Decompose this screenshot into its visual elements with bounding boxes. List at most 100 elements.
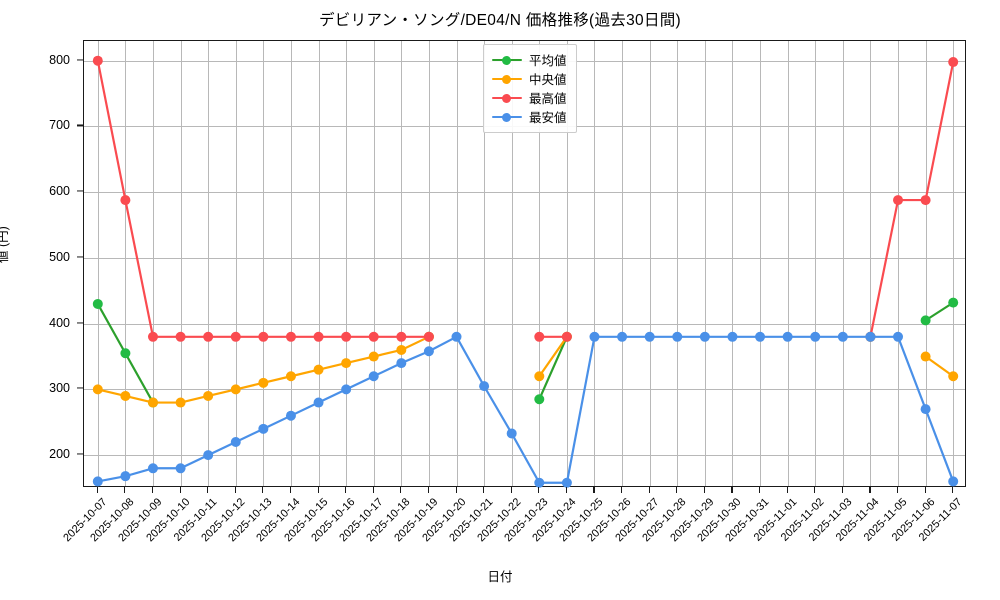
data-point bbox=[810, 331, 821, 342]
legend-line-swatch bbox=[492, 92, 522, 104]
data-point bbox=[92, 298, 103, 309]
data-point bbox=[120, 471, 131, 482]
x-tick-mark bbox=[593, 487, 595, 493]
data-point bbox=[534, 477, 545, 488]
data-point bbox=[755, 331, 766, 342]
x-tick-mark bbox=[924, 487, 926, 493]
x-tick-mark bbox=[510, 487, 512, 493]
x-tick-mark bbox=[703, 487, 705, 493]
data-point bbox=[893, 195, 904, 206]
data-series-layer bbox=[92, 55, 959, 488]
data-point bbox=[120, 348, 131, 359]
legend-label: 最高値 bbox=[529, 92, 567, 106]
y-tick-mark bbox=[77, 322, 83, 324]
data-point bbox=[120, 390, 131, 401]
x-tick-mark bbox=[317, 487, 319, 493]
data-point bbox=[396, 344, 407, 355]
series-line bbox=[96, 335, 955, 484]
x-tick-mark bbox=[234, 487, 236, 493]
data-point bbox=[258, 423, 269, 434]
x-tick-mark bbox=[345, 487, 347, 493]
data-point bbox=[644, 331, 655, 342]
data-point bbox=[920, 195, 931, 206]
x-tick-mark bbox=[897, 487, 899, 493]
x-tick-mark bbox=[759, 487, 761, 493]
legend-line-swatch bbox=[492, 54, 522, 66]
data-point bbox=[920, 315, 931, 326]
x-tick-mark bbox=[565, 487, 567, 493]
data-point bbox=[534, 331, 545, 342]
data-point bbox=[423, 346, 434, 357]
data-point bbox=[699, 331, 710, 342]
data-point bbox=[285, 371, 296, 382]
x-tick-mark bbox=[952, 487, 954, 493]
data-point bbox=[230, 384, 241, 395]
legend-label: 最安値 bbox=[529, 111, 567, 125]
chart-legend: 平均値 中央値最高値最安値 bbox=[483, 44, 577, 133]
data-point bbox=[341, 384, 352, 395]
data-point bbox=[147, 397, 158, 408]
data-point bbox=[865, 331, 876, 342]
data-point bbox=[341, 331, 352, 342]
y-tick-mark bbox=[77, 256, 83, 258]
series-平均値 bbox=[92, 297, 959, 408]
x-axis-label: 日付 bbox=[487, 570, 513, 584]
data-point bbox=[837, 331, 848, 342]
data-point bbox=[948, 57, 959, 68]
legend-item-中央値[interactable]: 中央値 bbox=[492, 69, 567, 88]
x-tick-mark bbox=[676, 487, 678, 493]
y-axis: 200 300 400 500 600 700 800 bbox=[0, 40, 83, 487]
data-point bbox=[258, 377, 269, 388]
x-tick-mark bbox=[731, 487, 733, 493]
legend-item-最高値[interactable]: 最高値 bbox=[492, 88, 567, 107]
series-line bbox=[538, 335, 568, 401]
y-tick-label: 200 bbox=[49, 447, 70, 462]
series-line bbox=[538, 335, 568, 378]
legend-item-平均値[interactable]: 平均値 bbox=[492, 50, 567, 69]
y-tick-mark bbox=[77, 453, 83, 455]
y-tick-label: 300 bbox=[49, 381, 70, 396]
data-point bbox=[368, 351, 379, 362]
data-point bbox=[230, 436, 241, 447]
data-point bbox=[230, 331, 241, 342]
x-tick-mark bbox=[179, 487, 181, 493]
data-point bbox=[948, 371, 959, 382]
x-tick-mark bbox=[96, 487, 98, 493]
data-point bbox=[948, 297, 959, 308]
x-tick-mark bbox=[207, 487, 209, 493]
legend-item-最安値[interactable]: 最安値 bbox=[492, 107, 567, 126]
series-line bbox=[869, 60, 955, 338]
data-point bbox=[92, 384, 103, 395]
legend-line-swatch bbox=[492, 73, 522, 85]
x-axis: 2025-10-07 2025-10-08 2025-10-09 2025-10-10… bbox=[61, 487, 966, 577]
x-tick-mark bbox=[124, 487, 126, 493]
y-axis-label: 値 (円) bbox=[0, 226, 10, 263]
data-point bbox=[258, 331, 269, 342]
x-tick-mark bbox=[648, 487, 650, 493]
x-tick-mark bbox=[427, 487, 429, 493]
data-point bbox=[561, 477, 572, 488]
data-point bbox=[147, 331, 158, 342]
data-point bbox=[368, 371, 379, 382]
legend-line-swatch bbox=[492, 111, 522, 123]
series-最安値 bbox=[92, 331, 959, 488]
data-point bbox=[203, 450, 214, 461]
data-point bbox=[285, 331, 296, 342]
data-point bbox=[175, 463, 186, 474]
x-tick-mark bbox=[538, 487, 540, 493]
data-point bbox=[948, 476, 959, 487]
x-tick-mark bbox=[289, 487, 292, 493]
x-tick-mark bbox=[621, 487, 623, 493]
data-point bbox=[423, 331, 434, 342]
data-point bbox=[589, 331, 600, 342]
y-tick-label: 600 bbox=[49, 184, 70, 199]
x-tick-mark bbox=[372, 487, 374, 493]
y-tick-label: 400 bbox=[49, 315, 70, 330]
x-tick-mark bbox=[841, 487, 843, 493]
data-point bbox=[920, 351, 931, 362]
x-tick-mark bbox=[151, 487, 154, 493]
series-中央値 bbox=[92, 331, 959, 408]
y-tick-label: 700 bbox=[49, 118, 70, 133]
data-point bbox=[92, 476, 103, 487]
